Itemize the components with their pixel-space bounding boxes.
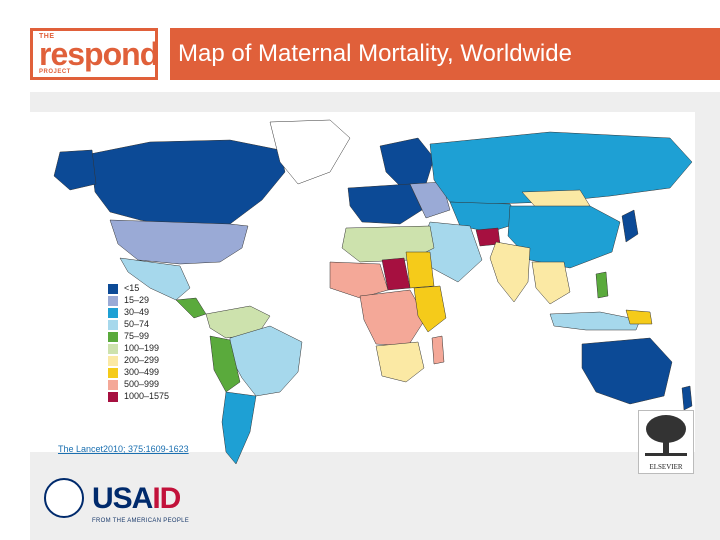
usaid-logo: USAID FROM THE AMERICAN PEOPLE [40, 476, 220, 532]
legend-label: 50–74 [124, 319, 150, 329]
legend-swatch [108, 368, 118, 378]
region-southeast-asia [531, 261, 571, 305]
region-peru-bolivia [209, 335, 241, 393]
legend-label: 75–99 [124, 331, 150, 341]
region-usa [109, 219, 249, 265]
logo-the: THE [39, 33, 55, 40]
legend-label: 15–29 [124, 295, 150, 305]
legend-label: 100–199 [124, 343, 160, 353]
legend-item: 30–49 [108, 307, 198, 320]
region-indonesia [549, 311, 641, 331]
world-map [30, 112, 695, 465]
region-canada [89, 139, 286, 229]
usaid-wordmark: USAID [92, 482, 181, 516]
legend-item: 1000–1575 [108, 391, 198, 404]
legend-item: 500–999 [108, 379, 198, 392]
region-russia [429, 131, 693, 205]
legend-label: <15 [124, 283, 140, 293]
legend-swatch [108, 320, 118, 330]
legend-swatch [108, 296, 118, 306]
region-central-asia [449, 201, 523, 233]
legend-swatch [108, 332, 118, 342]
region-sudan [405, 251, 435, 289]
legend-item: 200–299 [108, 355, 198, 368]
region-india [489, 241, 531, 303]
usaid-usa: USA [92, 482, 153, 515]
region-argentina-chile [221, 391, 257, 465]
legend-item: <15 [108, 283, 198, 296]
map-panel: <15 15–29 30–49 50–74 75–99 100–199 200–… [30, 92, 720, 540]
respond-project-logo: THE respond PROJECT [30, 28, 159, 80]
region-australia [581, 337, 673, 405]
legend-label: 500–999 [124, 379, 160, 389]
region-japan [621, 209, 639, 243]
elsevier-logo: ELSEVIER [638, 410, 694, 474]
citation-link[interactable]: The Lancet2010; 375:1609-1623 [58, 444, 189, 454]
legend-swatch [108, 356, 118, 366]
region-east-africa [413, 285, 447, 333]
region-madagascar [431, 335, 445, 365]
region-philippines [595, 271, 609, 299]
legend-item: 15–29 [108, 295, 198, 308]
logo-respond: respond [39, 36, 159, 72]
legend-item: 300–499 [108, 367, 198, 380]
title-bar: Map of Maternal Mortality, Worldwide [170, 28, 720, 80]
region-west-africa [329, 261, 389, 299]
region-papua [625, 309, 653, 325]
usaid-tagline: FROM THE AMERICAN PEOPLE [92, 518, 190, 524]
region-alaska [53, 149, 97, 191]
legend-swatch [108, 308, 118, 318]
region-greenland [269, 119, 351, 185]
legend-item: 100–199 [108, 343, 198, 356]
legend-label: 200–299 [124, 355, 160, 365]
region-new-zealand [681, 385, 693, 411]
usaid-seal-icon [44, 478, 84, 518]
legend-swatch [108, 392, 118, 402]
legend-label: 300–499 [124, 367, 160, 377]
header: THE respond PROJECT Map of Maternal Mort… [0, 0, 720, 92]
region-eastern-europe [409, 181, 451, 219]
region-southern-africa [375, 341, 425, 383]
elsevier-wordmark: ELSEVIER [649, 463, 683, 471]
usaid-aid: ID [152, 482, 181, 515]
legend-swatch [108, 344, 118, 354]
legend-label: 1000–1575 [124, 391, 170, 401]
logo-project: PROJECT [39, 69, 71, 75]
legend-swatch [108, 284, 118, 294]
tree-icon [639, 411, 693, 459]
legend-label: 30–49 [124, 307, 150, 317]
legend-swatch [108, 380, 118, 390]
legend-item: 75–99 [108, 331, 198, 344]
region-china [507, 205, 621, 269]
legend-item: 50–74 [108, 319, 198, 332]
slide-title: Map of Maternal Mortality, Worldwide [178, 40, 572, 67]
